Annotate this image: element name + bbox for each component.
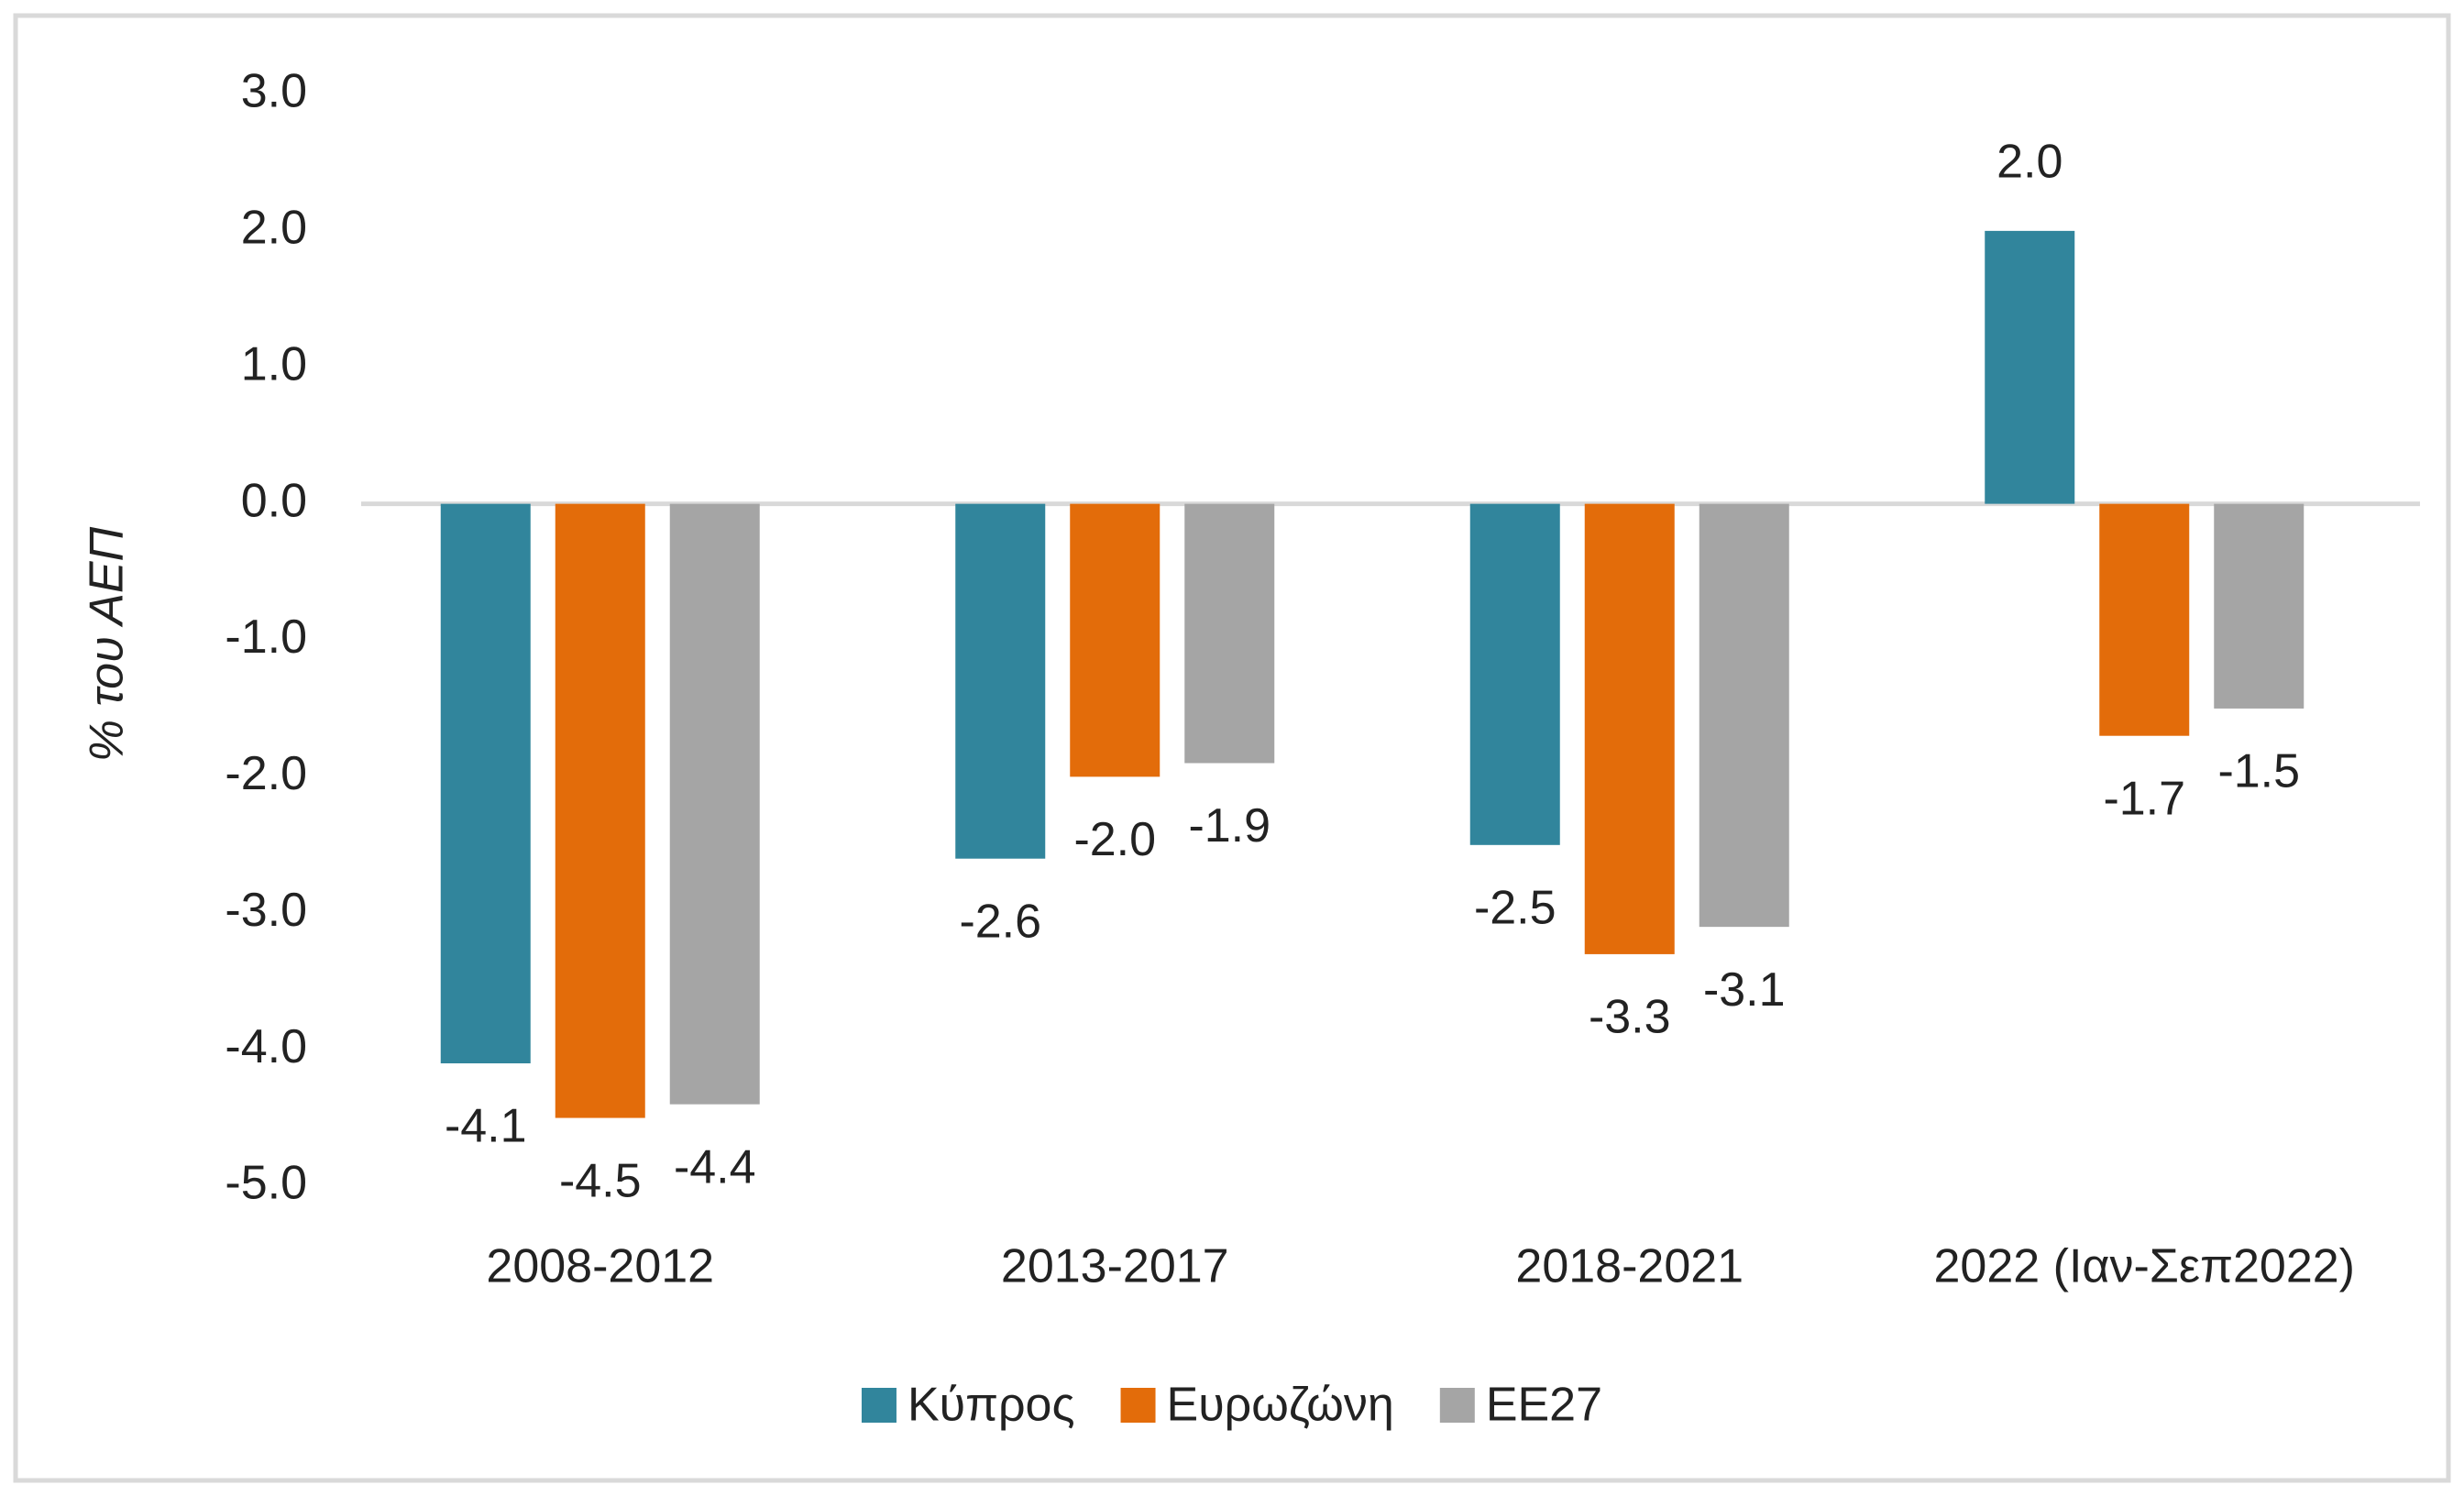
bar: [955, 503, 1046, 859]
y-tick-label: 3.0: [241, 65, 307, 118]
y-tick-label: -4.0: [225, 1020, 307, 1073]
data-label: -1.9: [1188, 799, 1270, 852]
legend-label: Ευρωζώνη: [1167, 1379, 1394, 1432]
data-label: -4.5: [559, 1154, 642, 1207]
y-axis-title: % του ΑΕΠ: [81, 526, 134, 762]
bar: [440, 503, 531, 1064]
legend-label: Κύπρος: [908, 1379, 1075, 1432]
bar: [1699, 503, 1789, 928]
bar: [1070, 503, 1160, 777]
data-label: -4.4: [674, 1140, 756, 1194]
data-label: -3.1: [1703, 963, 1786, 1017]
bar: [2214, 503, 2304, 709]
y-tick-label: -2.0: [225, 747, 307, 800]
bar: [555, 503, 645, 1118]
x-tick-label: 2008-2012: [486, 1240, 714, 1293]
y-tick-label: -5.0: [225, 1157, 307, 1210]
bar: [1469, 503, 1560, 845]
data-label: -3.3: [1589, 991, 1671, 1044]
x-tick-label: 2018-2021: [1515, 1240, 1744, 1293]
data-label: -2.6: [959, 895, 1041, 948]
legend-swatch: [1439, 1388, 1475, 1423]
x-tick-label: 2022 (Ιαν-Σεπ2022): [1934, 1240, 2355, 1293]
bar: [669, 503, 760, 1105]
data-label: -2.5: [1474, 882, 1556, 935]
data-label: -2.0: [1073, 813, 1156, 866]
y-tick-label: 2.0: [241, 202, 307, 255]
legend-swatch: [1120, 1388, 1156, 1423]
y-tick-label: -3.0: [225, 884, 307, 937]
legend-label: ΕΕ27: [1486, 1379, 1602, 1432]
data-label: 2.0: [1996, 136, 2062, 189]
bar: [1985, 230, 2075, 504]
y-tick-label: 0.0: [241, 474, 307, 527]
legend-swatch: [861, 1388, 896, 1423]
y-tick-label: -1.0: [225, 610, 307, 664]
x-tick-label: 2013-2017: [1001, 1240, 1229, 1293]
bar: [1184, 503, 1275, 764]
y-tick-label: 1.0: [241, 337, 307, 390]
data-label: -4.1: [445, 1100, 527, 1153]
data-label: -1.7: [2103, 772, 2185, 825]
bar: [2099, 503, 2190, 736]
bar: [1584, 503, 1675, 954]
data-label: -1.5: [2217, 745, 2300, 798]
